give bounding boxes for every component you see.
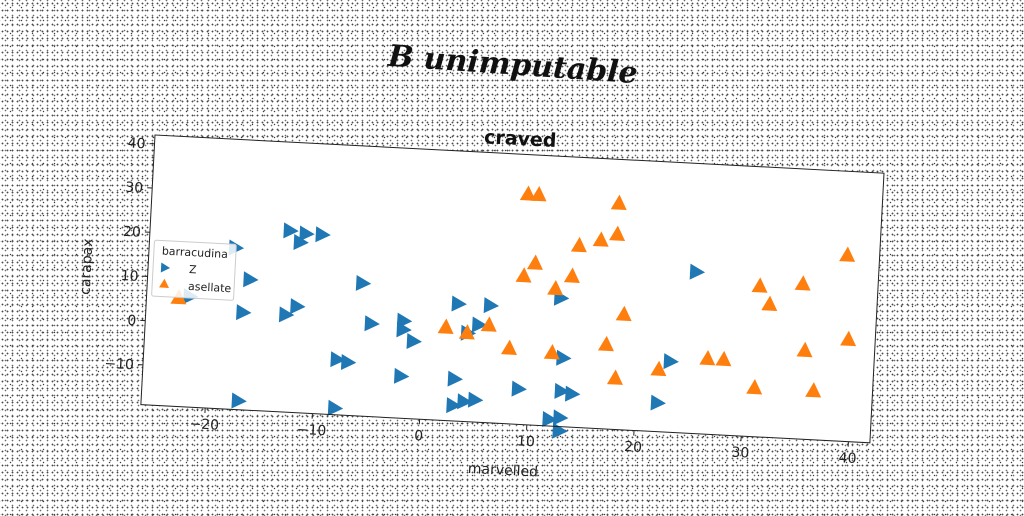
y-tick-label: −10: [104, 356, 134, 374]
x-tick-label: 0: [414, 428, 424, 444]
plot-background: [141, 135, 884, 443]
y-tick-label: 0: [127, 313, 137, 329]
x-tick-label: 10: [517, 433, 536, 450]
x-tick-label: −20: [189, 416, 219, 434]
x-tick-label: 40: [838, 450, 857, 467]
y-axis-label: carapax: [78, 238, 97, 295]
y-tick-label: 40: [127, 135, 146, 152]
y-tick-label: 10: [120, 268, 139, 285]
x-axis-label: marvelled: [467, 461, 538, 481]
chart-title: craved: [484, 126, 557, 152]
x-tick-label: 30: [731, 445, 750, 462]
y-tick-label: 20: [123, 224, 142, 241]
plot-group: −20 −10 0 10 20 30 40 −10 0 10 20 30 40 craved marve…: [69, 105, 885, 497]
legend-label-z: Z: [189, 263, 198, 276]
x-tick-label: 20: [624, 439, 643, 456]
y-tick-label: 30: [125, 180, 144, 197]
legend: barracudina Z asellate: [152, 240, 237, 300]
legend-label-asellate: asellate: [188, 280, 232, 295]
x-tick-label: −10: [296, 422, 326, 440]
